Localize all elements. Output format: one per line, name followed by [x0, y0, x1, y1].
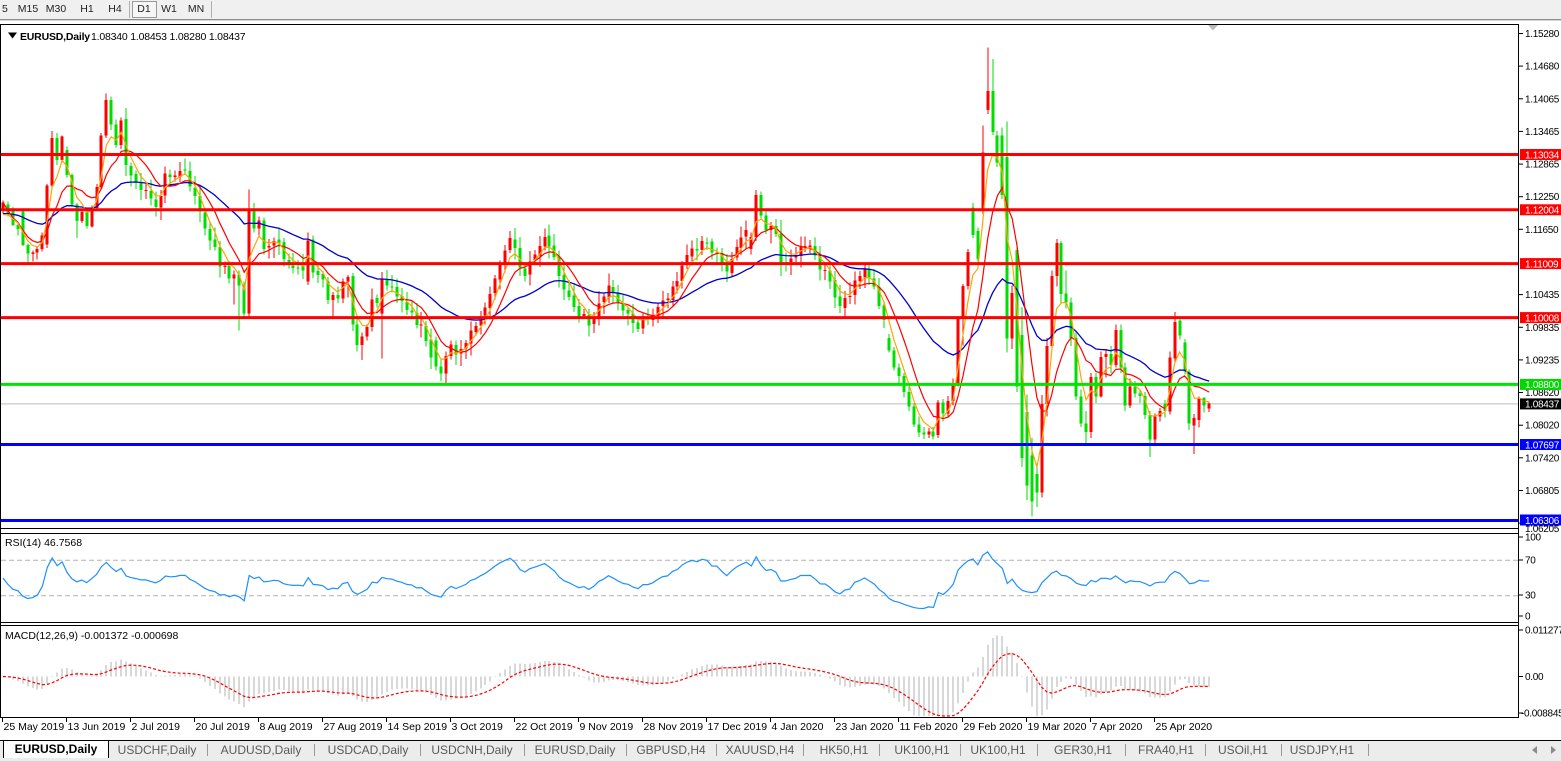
- svg-text:3 Oct 2019: 3 Oct 2019: [452, 721, 504, 733]
- svg-text:-0.008845: -0.008845: [1521, 709, 1561, 720]
- svg-text:27 Aug 2019: 27 Aug 2019: [324, 721, 383, 733]
- svg-text:1.11650: 1.11650: [1525, 225, 1559, 236]
- svg-text:1.14065: 1.14065: [1525, 94, 1560, 105]
- svg-text:MACD(12,26,9) -0.001372 -0.000: MACD(12,26,9) -0.001372 -0.000698: [5, 630, 179, 642]
- svg-text:20 Jul 2019: 20 Jul 2019: [196, 721, 250, 733]
- svg-text:1.13465: 1.13465: [1525, 127, 1560, 138]
- svg-text:1.10008: 1.10008: [1525, 313, 1560, 324]
- svg-text:22 Oct 2019: 22 Oct 2019: [516, 721, 573, 733]
- svg-text:1.08620: 1.08620: [1525, 388, 1560, 399]
- svg-text:23 Jan 2020: 23 Jan 2020: [836, 721, 894, 733]
- svg-text:1.06306: 1.06306: [1525, 516, 1560, 527]
- svg-text:EURUSD,Daily: EURUSD,Daily: [20, 31, 90, 43]
- svg-text:1.13034: 1.13034: [1525, 150, 1560, 161]
- svg-text:19 Mar 2020: 19 Mar 2020: [1028, 721, 1087, 733]
- svg-text:1.07697: 1.07697: [1525, 440, 1560, 451]
- svg-text:8 Aug 2019: 8 Aug 2019: [260, 721, 313, 733]
- svg-text:1.09235: 1.09235: [1525, 355, 1560, 366]
- svg-text:28 Nov 2019: 28 Nov 2019: [644, 721, 704, 733]
- svg-text:1.08437: 1.08437: [1525, 400, 1560, 411]
- svg-text:14 Sep 2019: 14 Sep 2019: [388, 721, 448, 733]
- svg-text:1.06205: 1.06205: [1525, 524, 1560, 535]
- svg-text:29 Feb 2020: 29 Feb 2020: [964, 721, 1023, 733]
- svg-text:11 Feb 2020: 11 Feb 2020: [900, 721, 958, 733]
- svg-text:1.11009: 1.11009: [1525, 259, 1559, 270]
- svg-text:25 Apr 2020: 25 Apr 2020: [1156, 721, 1213, 733]
- svg-text:0.00: 0.00: [1525, 672, 1544, 683]
- svg-text:1.08340 1.08453 1.08280 1.0843: 1.08340 1.08453 1.08280 1.08437: [91, 31, 246, 43]
- svg-text:7 Apr 2020: 7 Apr 2020: [1092, 721, 1143, 733]
- svg-text:1.14680: 1.14680: [1525, 62, 1560, 73]
- svg-text:1.15280: 1.15280: [1525, 29, 1560, 40]
- svg-text:2 Jul 2019: 2 Jul 2019: [132, 721, 181, 733]
- svg-text:0.011277: 0.011277: [1525, 626, 1561, 637]
- svg-text:1.12250: 1.12250: [1525, 192, 1560, 203]
- svg-text:9 Nov 2019: 9 Nov 2019: [580, 721, 634, 733]
- svg-text:1.09835: 1.09835: [1525, 323, 1560, 334]
- svg-text:1.08800: 1.08800: [1525, 380, 1560, 391]
- svg-text:1.12865: 1.12865: [1525, 160, 1560, 171]
- svg-text:100: 100: [1525, 533, 1542, 544]
- svg-text:RSI(14) 46.7568: RSI(14) 46.7568: [5, 537, 82, 549]
- svg-text:1.10435: 1.10435: [1525, 290, 1560, 301]
- svg-text:25 May 2019: 25 May 2019: [4, 721, 65, 733]
- svg-text:1.08020: 1.08020: [1525, 421, 1560, 432]
- svg-text:70: 70: [1525, 556, 1536, 567]
- svg-text:1.06805: 1.06805: [1525, 486, 1560, 497]
- svg-text:0: 0: [1525, 612, 1531, 623]
- svg-text:1.12004: 1.12004: [1525, 206, 1560, 217]
- svg-text:1.07420: 1.07420: [1525, 453, 1560, 464]
- svg-text:17 Dec 2019: 17 Dec 2019: [708, 721, 768, 733]
- svg-text:13 Jun 2019: 13 Jun 2019: [68, 721, 126, 733]
- svg-text:4 Jan 2020: 4 Jan 2020: [772, 721, 824, 733]
- svg-text:30: 30: [1525, 591, 1536, 602]
